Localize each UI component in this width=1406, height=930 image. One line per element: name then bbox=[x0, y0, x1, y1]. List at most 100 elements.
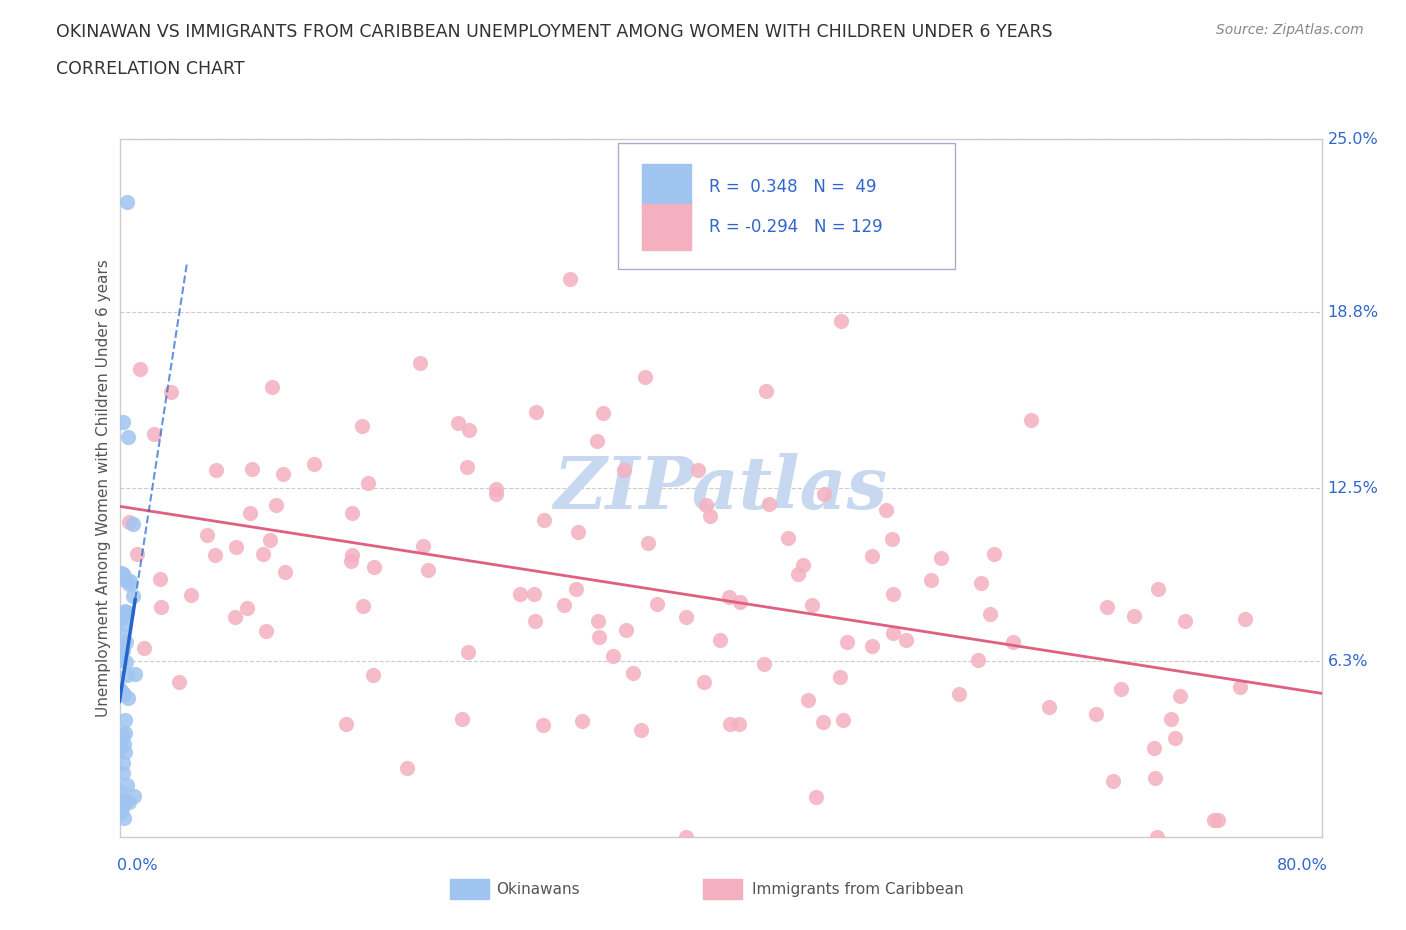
Point bbox=[1206, 813, 1229, 828]
Point bbox=[1002, 635, 1025, 650]
Point bbox=[755, 383, 778, 398]
Point bbox=[450, 711, 472, 726]
Point bbox=[225, 539, 247, 554]
Point bbox=[458, 422, 481, 437]
Point bbox=[117, 690, 139, 705]
Point bbox=[112, 737, 135, 751]
Point bbox=[979, 607, 1001, 622]
Point bbox=[204, 548, 226, 563]
Point bbox=[811, 714, 834, 729]
Point bbox=[110, 565, 132, 580]
Point bbox=[533, 512, 555, 527]
Point bbox=[111, 566, 134, 581]
Point bbox=[342, 547, 364, 562]
Point bbox=[727, 717, 749, 732]
Point bbox=[728, 594, 751, 609]
Point bbox=[110, 804, 132, 819]
Point bbox=[304, 457, 326, 472]
Point bbox=[110, 628, 132, 643]
Point bbox=[1097, 600, 1119, 615]
Text: 6.3%: 6.3% bbox=[1327, 654, 1368, 669]
Point bbox=[967, 653, 990, 668]
Point bbox=[602, 649, 624, 664]
Point bbox=[686, 463, 709, 478]
Point bbox=[882, 587, 904, 602]
Point bbox=[699, 508, 721, 523]
Point bbox=[1147, 581, 1170, 596]
Point bbox=[637, 536, 659, 551]
Bar bbox=[643, 164, 690, 209]
Point bbox=[160, 384, 183, 399]
Point bbox=[259, 533, 281, 548]
Point bbox=[114, 573, 136, 588]
Point bbox=[112, 755, 135, 770]
Point bbox=[752, 657, 775, 671]
Point bbox=[110, 794, 132, 809]
Point bbox=[1164, 731, 1187, 746]
Point bbox=[122, 789, 145, 804]
Point bbox=[114, 617, 136, 631]
Point bbox=[1101, 773, 1123, 788]
Point bbox=[553, 598, 575, 613]
Text: Source: ZipAtlas.com: Source: ZipAtlas.com bbox=[1216, 23, 1364, 37]
Point bbox=[357, 476, 380, 491]
Point bbox=[586, 434, 609, 449]
Point bbox=[110, 792, 132, 807]
Point bbox=[675, 830, 697, 844]
Point bbox=[1143, 770, 1166, 785]
Point bbox=[115, 654, 138, 669]
Point bbox=[132, 641, 155, 656]
Point bbox=[340, 554, 363, 569]
Point bbox=[588, 630, 610, 644]
Point bbox=[111, 643, 134, 658]
Point bbox=[1109, 682, 1132, 697]
Point bbox=[114, 744, 136, 759]
Point bbox=[718, 590, 741, 604]
Point bbox=[112, 728, 135, 743]
Text: 18.8%: 18.8% bbox=[1327, 305, 1379, 320]
Point bbox=[235, 601, 257, 616]
Point bbox=[571, 714, 593, 729]
Text: R =  0.348   N =  49: R = 0.348 N = 49 bbox=[709, 178, 876, 195]
Point bbox=[832, 712, 855, 727]
Point bbox=[115, 777, 138, 792]
Point bbox=[758, 497, 780, 512]
Point bbox=[1038, 699, 1060, 714]
Point bbox=[124, 667, 146, 682]
Point bbox=[335, 717, 357, 732]
Point bbox=[485, 486, 508, 501]
Point bbox=[412, 538, 434, 553]
Point bbox=[127, 547, 149, 562]
Point bbox=[614, 623, 637, 638]
Point bbox=[800, 597, 823, 612]
Point bbox=[875, 502, 897, 517]
Point bbox=[115, 668, 138, 683]
Point bbox=[634, 369, 657, 384]
Point bbox=[260, 380, 283, 395]
Point bbox=[970, 576, 993, 591]
Point bbox=[416, 563, 439, 578]
Point bbox=[110, 740, 132, 755]
Point bbox=[110, 609, 132, 624]
Point bbox=[254, 623, 277, 638]
Point bbox=[111, 765, 134, 780]
Point bbox=[456, 459, 478, 474]
Point bbox=[1085, 707, 1108, 722]
Point bbox=[122, 516, 145, 531]
Point bbox=[110, 682, 132, 697]
Point bbox=[630, 723, 652, 737]
Point bbox=[224, 610, 246, 625]
Bar bbox=[643, 205, 690, 250]
Point bbox=[118, 794, 141, 809]
Point bbox=[115, 195, 138, 210]
Point bbox=[120, 574, 142, 589]
Text: CORRELATION CHART: CORRELATION CHART bbox=[56, 60, 245, 78]
Point bbox=[560, 272, 582, 286]
Point bbox=[264, 498, 287, 512]
Point bbox=[180, 587, 202, 602]
Point bbox=[111, 605, 134, 620]
Y-axis label: Unemployment Among Women with Children Under 6 years: Unemployment Among Women with Children U… bbox=[96, 259, 111, 717]
Point bbox=[409, 355, 432, 370]
Text: ZIPatlas: ZIPatlas bbox=[554, 453, 887, 524]
Point bbox=[948, 686, 970, 701]
